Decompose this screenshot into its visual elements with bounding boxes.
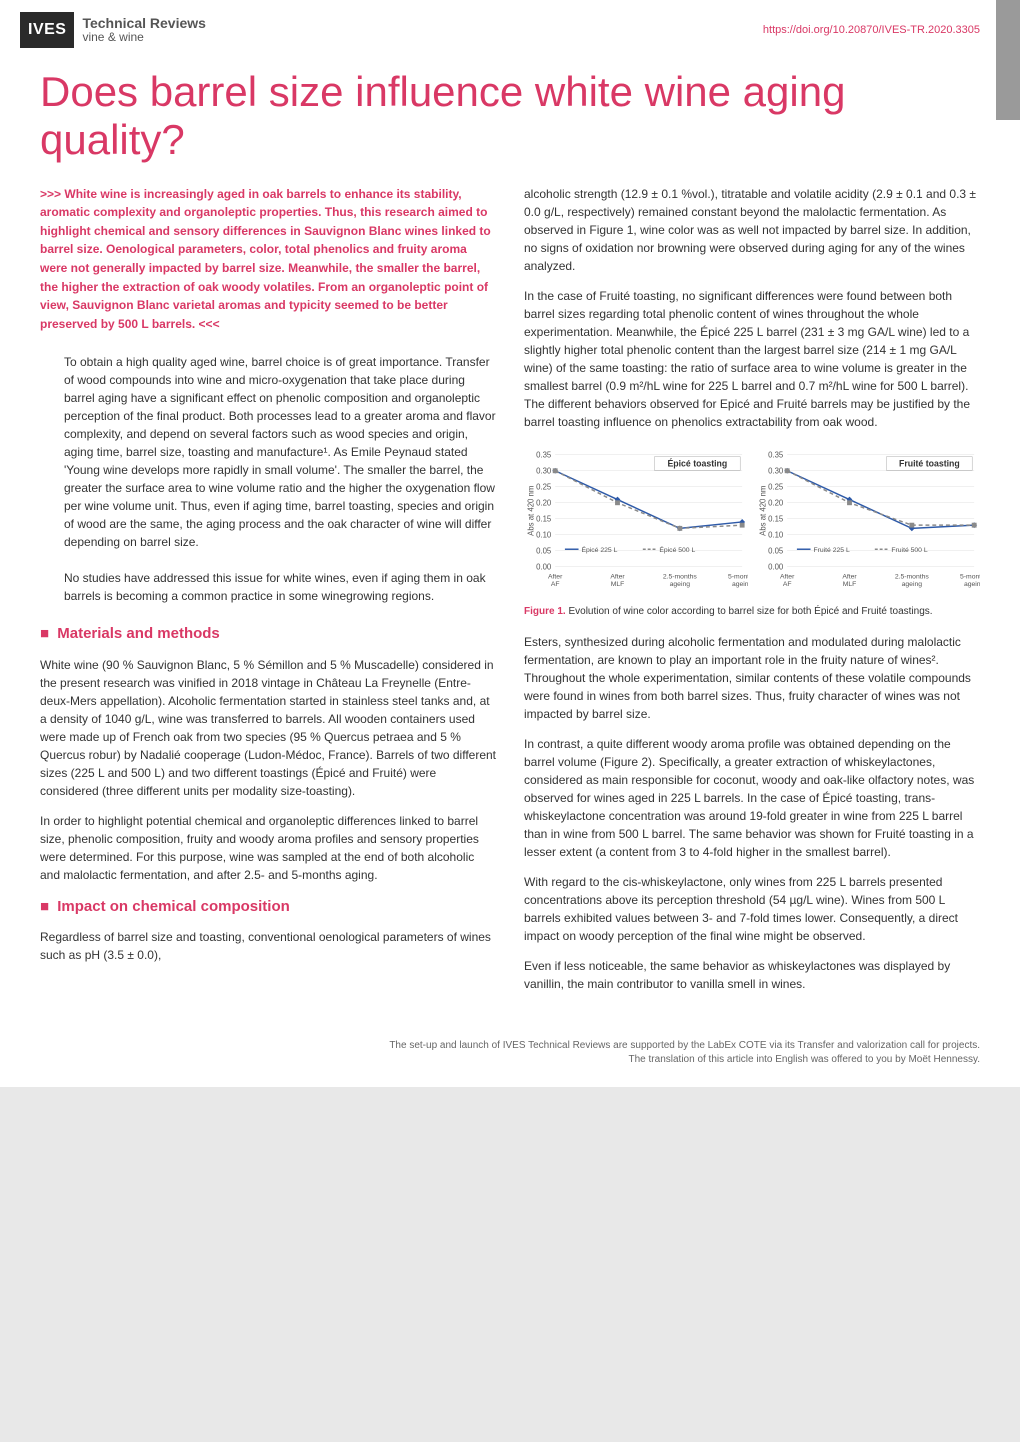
svg-text:0.15: 0.15 [768, 514, 783, 523]
figure1-caption: Figure 1. Evolution of wine color accord… [524, 604, 980, 619]
svg-text:Épicé toasting: Épicé toasting [667, 457, 727, 468]
intro-p2: No studies have addressed this issue for… [40, 569, 496, 605]
svg-text:0.10: 0.10 [536, 530, 552, 539]
svg-text:0.25: 0.25 [768, 482, 783, 491]
svg-text:Fruité 500 L: Fruité 500 L [891, 547, 927, 554]
esters-p2: In contrast, a quite different woody aro… [524, 735, 980, 861]
svg-text:Épicé 225 L: Épicé 225 L [581, 545, 617, 554]
svg-text:0.15: 0.15 [536, 514, 551, 523]
logo-text: Technical Reviews vine & wine [82, 16, 205, 45]
esters-p1: Esters, synthesized during alcoholic fer… [524, 633, 980, 723]
page: IVES Technical Reviews vine & wine https… [0, 0, 1020, 1087]
svg-text:MLF: MLF [843, 581, 857, 588]
abstract: >>> White wine is increasingly aged in o… [40, 185, 496, 334]
doi-link[interactable]: https://doi.org/10.20870/IVES-TR.2020.33… [763, 22, 980, 39]
svg-text:2.5-months: 2.5-months [663, 573, 698, 580]
chart-epice-svg: 0.00 0.05 0.10 0.15 0.20 0.25 0.30 0.35 Abs at 4… [524, 443, 748, 598]
svg-text:Fruité 225 L: Fruité 225 L [813, 547, 849, 554]
materials-p2: In order to highlight potential chemical… [40, 812, 496, 884]
bullet-icon: ■ [40, 625, 49, 642]
section-materials-title: Materials and methods [57, 625, 220, 642]
figure1-caption-text: Evolution of wine color according to bar… [568, 606, 932, 617]
figure1-charts: 0.00 0.05 0.10 0.15 0.20 0.25 0.30 0.35 Abs at 4… [524, 443, 980, 598]
svg-text:0.25: 0.25 [536, 482, 551, 491]
section-impact-head: ■ Impact on chemical composition [40, 896, 496, 919]
svg-text:5-months: 5-months [960, 573, 980, 580]
svg-text:0.05: 0.05 [768, 546, 783, 555]
left-column: >>> White wine is increasingly aged in o… [40, 185, 496, 1005]
footer-line1: The set-up and launch of IVES Technical … [40, 1039, 980, 1053]
svg-text:0.35: 0.35 [768, 450, 783, 459]
figure1-label: Figure 1. [524, 606, 566, 617]
svg-text:ageing: ageing [732, 581, 748, 588]
sidebar-accent [996, 0, 1020, 120]
content-columns: >>> White wine is increasingly aged in o… [0, 185, 1020, 1029]
svg-text:0.30: 0.30 [536, 466, 552, 475]
svg-text:0.30: 0.30 [768, 466, 784, 475]
svg-text:ageing: ageing [964, 581, 980, 588]
svg-text:AF: AF [783, 581, 792, 588]
logo-line2: vine & wine [82, 31, 205, 44]
svg-text:MLF: MLF [611, 581, 625, 588]
svg-text:5-months: 5-months [728, 573, 748, 580]
logo-block: IVES Technical Reviews vine & wine [20, 12, 206, 48]
footer: The set-up and launch of IVES Technical … [0, 1029, 1020, 1087]
section-impact-title: Impact on chemical composition [57, 898, 290, 915]
impact-p1: Regardless of barrel size and toasting, … [40, 928, 496, 964]
svg-text:AF: AF [551, 581, 560, 588]
svg-text:Abs at 420 nm: Abs at 420 nm [759, 485, 768, 535]
svg-text:Épicé 500 L: Épicé 500 L [659, 545, 695, 554]
svg-text:0.10: 0.10 [768, 530, 784, 539]
svg-text:0.20: 0.20 [768, 498, 784, 507]
logo-line1: Technical Reviews [82, 16, 205, 31]
section-materials-head: ■ Materials and methods [40, 623, 496, 646]
bullet-icon: ■ [40, 898, 49, 915]
esters-p3: With regard to the cis-whiskeylactone, o… [524, 873, 980, 945]
materials-p1: White wine (90 % Sauvignon Blanc, 5 % Sé… [40, 656, 496, 800]
title-wrap: Does barrel size influence white wine ag… [0, 56, 1020, 185]
impact-p2: alcoholic strength (12.9 ± 0.1 %vol.), t… [524, 185, 980, 275]
svg-text:After: After [548, 573, 563, 580]
intro-p1: To obtain a high quality aged wine, barr… [40, 353, 496, 551]
svg-text:0.00: 0.00 [768, 562, 784, 571]
logo-square: IVES [20, 12, 74, 48]
svg-text:0.00: 0.00 [536, 562, 552, 571]
svg-text:After: After [610, 573, 625, 580]
svg-text:0.35: 0.35 [536, 450, 551, 459]
svg-text:ageing: ageing [670, 581, 691, 588]
article-title: Does barrel size influence white wine ag… [40, 68, 980, 165]
chart-fruite: 0.00 0.05 0.10 0.15 0.20 0.25 0.30 0.35 Abs at 4… [756, 443, 980, 598]
svg-text:Abs at 420 nm: Abs at 420 nm [527, 485, 536, 535]
footer-line2: The translation of this article into Eng… [40, 1053, 980, 1067]
chart-epice: 0.00 0.05 0.10 0.15 0.20 0.25 0.30 0.35 Abs at 4… [524, 443, 748, 598]
svg-text:ageing: ageing [902, 581, 923, 588]
impact-p3: In the case of Fruité toasting, no signi… [524, 287, 980, 431]
svg-text:2.5-months: 2.5-months [895, 573, 930, 580]
svg-text:After: After [780, 573, 795, 580]
chart-fruite-svg: 0.00 0.05 0.10 0.15 0.20 0.25 0.30 0.35 Abs at 4… [756, 443, 980, 598]
abstract-open-marker: >>> [40, 187, 61, 201]
svg-text:0.05: 0.05 [536, 546, 551, 555]
abstract-text: White wine is increasingly aged in oak b… [40, 187, 491, 331]
abstract-close-marker: <<< [199, 317, 220, 331]
svg-text:After: After [842, 573, 857, 580]
svg-text:Fruité toasting: Fruité toasting [899, 458, 960, 468]
svg-text:0.20: 0.20 [536, 498, 552, 507]
right-column: alcoholic strength (12.9 ± 0.1 %vol.), t… [524, 185, 980, 1005]
esters-p4: Even if less noticeable, the same behavi… [524, 957, 980, 993]
header: IVES Technical Reviews vine & wine https… [0, 0, 1020, 56]
